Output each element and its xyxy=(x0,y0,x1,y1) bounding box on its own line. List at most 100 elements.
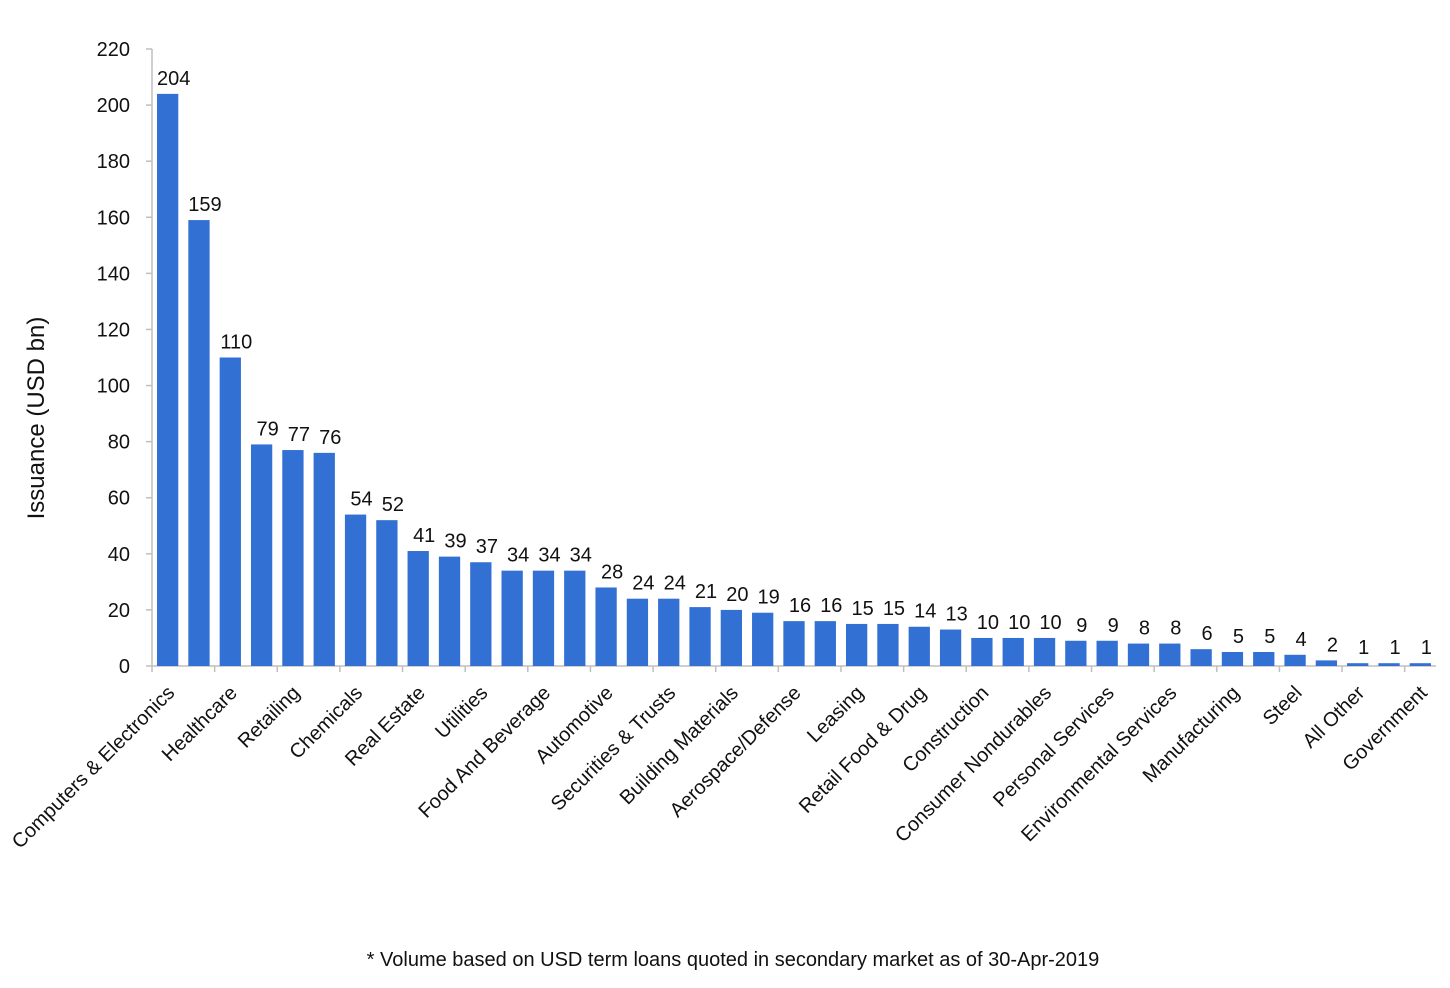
x-tick-label: Building Materials xyxy=(616,682,743,809)
data-label: 159 xyxy=(188,194,221,216)
data-label: 10 xyxy=(1039,612,1061,634)
y-tick-label: 20 xyxy=(108,600,130,622)
data-label: 8 xyxy=(1170,618,1181,640)
bar xyxy=(157,93,179,666)
bar xyxy=(1253,651,1275,666)
data-label: 6 xyxy=(1202,623,1213,645)
y-tick-label: 120 xyxy=(97,319,130,341)
data-label: 20 xyxy=(726,584,748,606)
data-label: 19 xyxy=(758,587,780,609)
x-tick-label: Computers & Electronics xyxy=(8,682,179,853)
data-label: 39 xyxy=(444,531,466,553)
bar xyxy=(720,609,743,666)
data-label: 4 xyxy=(1296,629,1307,651)
data-label: 34 xyxy=(570,545,592,567)
data-label: 79 xyxy=(256,418,278,440)
bar xyxy=(1409,663,1431,666)
y-tick-label: 140 xyxy=(97,263,130,285)
bar xyxy=(564,570,586,666)
data-label: 16 xyxy=(820,595,842,617)
bar xyxy=(501,570,523,666)
y-axis-label: Issuance (USD bn) xyxy=(23,317,50,520)
bar xyxy=(1033,637,1056,666)
data-label: 34 xyxy=(507,545,529,567)
data-label: 54 xyxy=(350,489,372,511)
bar xyxy=(626,598,649,666)
bar xyxy=(532,570,555,666)
bar xyxy=(313,452,335,666)
bar xyxy=(1315,660,1338,666)
footnote: * Volume based on USD term loans quoted … xyxy=(367,949,1100,971)
data-label: 204 xyxy=(157,68,190,90)
data-label: 28 xyxy=(601,561,623,583)
bar xyxy=(438,556,461,666)
bar xyxy=(407,551,429,666)
bar xyxy=(1096,640,1118,666)
bar xyxy=(814,621,836,666)
data-label: 1 xyxy=(1358,637,1369,659)
bar xyxy=(752,612,774,666)
bar xyxy=(219,357,241,666)
data-label: 8 xyxy=(1139,618,1150,640)
y-tick-label: 80 xyxy=(108,432,130,454)
data-label: 24 xyxy=(632,573,654,595)
bar xyxy=(971,637,993,666)
bar xyxy=(1002,637,1024,666)
bar xyxy=(877,623,899,666)
y-tick-label: 100 xyxy=(97,376,130,398)
bar xyxy=(783,621,805,666)
data-label: 16 xyxy=(789,595,811,617)
data-label: 15 xyxy=(852,598,874,620)
bar xyxy=(344,514,367,666)
data-label: 24 xyxy=(664,573,686,595)
y-tick-label: 160 xyxy=(97,207,130,229)
data-label: 13 xyxy=(945,604,967,626)
y-tick-label: 0 xyxy=(119,656,130,678)
y-tick-label: 60 xyxy=(108,488,130,510)
bar xyxy=(689,607,711,666)
y-tick-label: 40 xyxy=(108,544,130,566)
data-label: 37 xyxy=(476,536,498,558)
bar xyxy=(1378,663,1400,666)
data-label: 77 xyxy=(288,424,310,446)
bar xyxy=(1190,649,1212,666)
data-label: 41 xyxy=(413,525,435,547)
x-tick-label: Steel xyxy=(1259,682,1307,730)
bar xyxy=(595,587,617,666)
data-label: 9 xyxy=(1076,615,1087,637)
data-label: 5 xyxy=(1233,626,1244,648)
bar xyxy=(250,444,273,666)
bar xyxy=(376,520,398,666)
data-label: 10 xyxy=(977,612,999,634)
y-tick-label: 180 xyxy=(97,151,130,173)
x-tick-label: Leasing xyxy=(803,682,868,747)
data-label: 110 xyxy=(220,332,252,354)
data-label: 10 xyxy=(1008,612,1030,634)
data-label: 21 xyxy=(695,581,717,603)
y-tick-label: 220 xyxy=(97,39,130,61)
data-label: 52 xyxy=(382,494,404,516)
data-label: 14 xyxy=(914,601,936,623)
data-label: 15 xyxy=(883,598,905,620)
bar xyxy=(1065,640,1087,666)
bar xyxy=(1221,651,1244,666)
bar xyxy=(1284,654,1306,666)
bar xyxy=(845,623,868,666)
bar xyxy=(939,629,962,666)
data-label: 34 xyxy=(538,545,560,567)
data-label: 2 xyxy=(1327,634,1338,656)
bar xyxy=(658,598,680,666)
data-label: 1 xyxy=(1389,637,1400,659)
data-label: 76 xyxy=(319,427,341,449)
bar xyxy=(1159,643,1181,666)
data-label: 9 xyxy=(1108,615,1119,637)
bar xyxy=(470,562,492,666)
data-label: 5 xyxy=(1264,626,1275,648)
bar xyxy=(1347,663,1369,666)
data-label: 1 xyxy=(1421,637,1432,659)
bar xyxy=(282,450,304,666)
y-tick-label: 200 xyxy=(97,95,130,117)
bar xyxy=(908,626,930,666)
